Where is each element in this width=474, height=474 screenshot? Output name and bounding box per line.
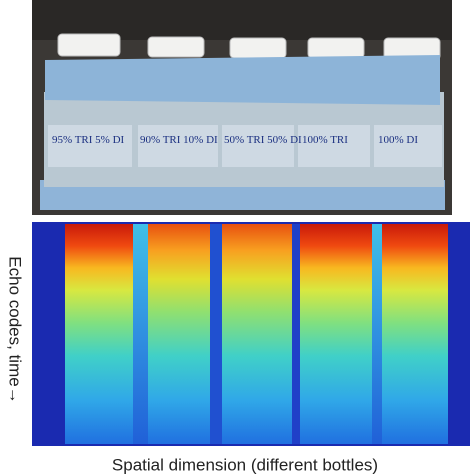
y-axis-label: Echo codes, time→	[6, 256, 25, 403]
bottle-label: 50% TRI 50% DI	[224, 134, 302, 146]
bottle-label: 90% TRI 10% DI	[140, 134, 218, 146]
x-axis-label: Spatial dimension (different bottles)	[112, 455, 378, 474]
heatmap	[32, 222, 470, 446]
bottle-label: 100% TRI	[302, 134, 348, 146]
photo: 95% TRI 5% DI 90% TRI 10% DI 50% TRI 50%…	[32, 0, 452, 215]
bottle-label: 100% DI	[378, 134, 418, 146]
bottle-label: 95% TRI 5% DI	[52, 134, 125, 146]
